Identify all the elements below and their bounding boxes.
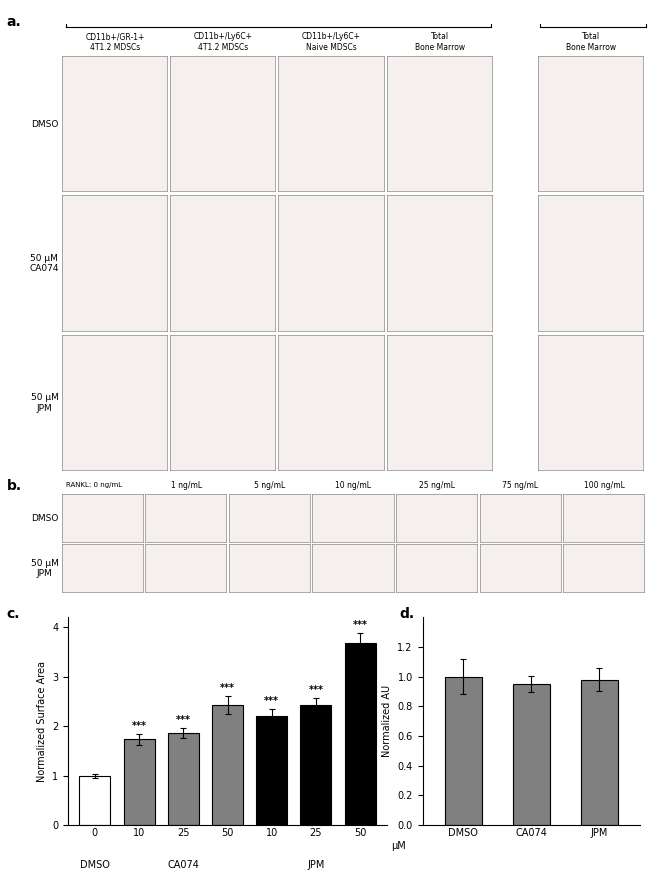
Text: CD11b+/GR-1+
4T1.2 MDSCs: CD11b+/GR-1+ 4T1.2 MDSCs xyxy=(85,32,144,52)
Text: d.: d. xyxy=(400,607,415,621)
Text: 50 μM
JPM: 50 μM JPM xyxy=(31,558,58,578)
Bar xyxy=(79,776,110,825)
Text: 50 μM
CA074: 50 μM CA074 xyxy=(29,254,58,273)
Bar xyxy=(445,677,482,825)
Text: 1 ng/mL: 1 ng/mL xyxy=(171,481,202,490)
Text: 5 ng/mL: 5 ng/mL xyxy=(254,481,285,490)
Text: RANKL: 0 ng/mL: RANKL: 0 ng/mL xyxy=(66,483,122,488)
Text: JPM: JPM xyxy=(307,860,324,870)
Y-axis label: Normalized AU: Normalized AU xyxy=(382,685,392,757)
Text: c.: c. xyxy=(6,607,20,621)
Text: ***: *** xyxy=(131,721,146,731)
Text: b.: b. xyxy=(6,479,21,493)
Text: CD11b+/Ly6C+
4T1.2 MDSCs: CD11b+/Ly6C+ 4T1.2 MDSCs xyxy=(194,32,253,52)
Text: 50 μM
JPM: 50 μM JPM xyxy=(31,393,58,413)
Bar xyxy=(300,706,332,825)
Text: ***: *** xyxy=(265,696,279,706)
Text: 25 ng/mL: 25 ng/mL xyxy=(419,481,455,490)
Text: CA074: CA074 xyxy=(167,860,199,870)
Text: ***: *** xyxy=(220,683,235,693)
Bar xyxy=(344,643,376,825)
Text: a.: a. xyxy=(6,15,21,29)
Text: ***: *** xyxy=(309,685,324,695)
Bar xyxy=(124,739,155,825)
Text: μM: μM xyxy=(391,841,406,851)
Text: DMSO: DMSO xyxy=(80,860,110,870)
Text: DMSO: DMSO xyxy=(31,120,58,128)
Text: 100 ng/mL: 100 ng/mL xyxy=(584,481,625,490)
Text: DMSO: DMSO xyxy=(31,514,58,523)
Bar xyxy=(212,706,243,825)
Text: 75 ng/mL: 75 ng/mL xyxy=(502,481,539,490)
Bar xyxy=(256,716,287,825)
Text: Total
Bone Marrow: Total Bone Marrow xyxy=(566,32,617,52)
Bar xyxy=(168,732,199,825)
Bar xyxy=(580,680,618,825)
Y-axis label: Normalized Surface Area: Normalized Surface Area xyxy=(36,661,47,781)
Text: CD11b+/Ly6C+
Naive MDSCs: CD11b+/Ly6C+ Naive MDSCs xyxy=(302,32,361,52)
Text: 10 ng/mL: 10 ng/mL xyxy=(335,481,371,490)
Text: ***: *** xyxy=(176,714,190,724)
Text: Total
Bone Marrow: Total Bone Marrow xyxy=(415,32,465,52)
Bar xyxy=(513,684,550,825)
Text: ***: *** xyxy=(353,620,368,630)
